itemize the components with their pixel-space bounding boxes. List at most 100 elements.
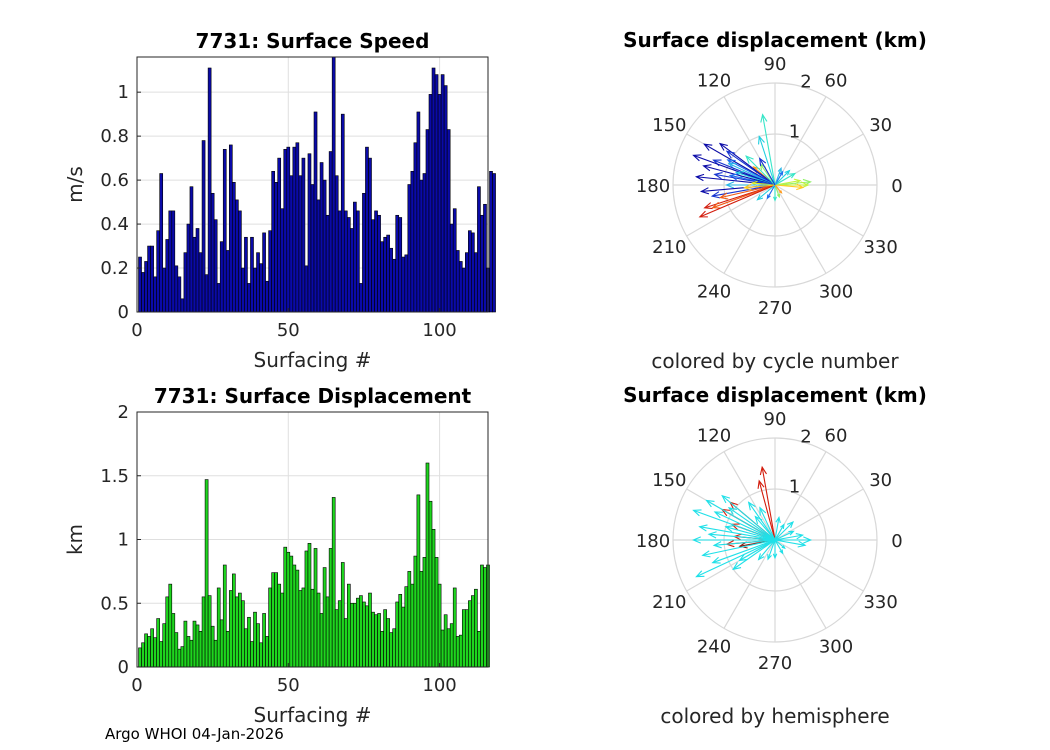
displacement-bar xyxy=(147,636,151,668)
polar-hemisphere-vector-head xyxy=(772,553,778,560)
speed-bar xyxy=(256,252,260,313)
polar-hemisphere-vector-head xyxy=(754,515,763,525)
displacement-bar xyxy=(440,629,445,668)
polar-cycle-vector-head xyxy=(756,194,764,201)
displacement-bar xyxy=(216,587,221,668)
displacement-bar xyxy=(380,630,384,668)
displacement-bar xyxy=(377,613,381,668)
polar-cycle-vector xyxy=(766,184,776,199)
displacement-bar xyxy=(192,620,197,668)
speed-bar xyxy=(328,151,333,313)
speed-bar xyxy=(235,199,239,313)
displacement-bar xyxy=(389,632,393,668)
displacement-bar xyxy=(365,605,369,668)
polar-cycle-theta-label: 30 xyxy=(869,115,892,136)
speed-bar xyxy=(310,184,315,313)
speed-bar xyxy=(241,267,245,313)
polar-cycle-vector-head xyxy=(758,135,765,145)
displacement-bar xyxy=(392,628,397,668)
speed-bar xyxy=(204,274,209,313)
polar-hemisphere-vector xyxy=(699,526,776,541)
polar-cycle-theta-label: 270 xyxy=(758,298,792,319)
displacement-bar xyxy=(446,628,451,668)
speed-bar xyxy=(419,179,424,313)
speed-bar xyxy=(316,199,321,313)
displacement-bar xyxy=(198,630,203,668)
displacement-bar xyxy=(241,600,245,668)
displacement-bar xyxy=(313,548,318,668)
displacement-bar xyxy=(277,583,282,668)
polar-hemisphere-vector xyxy=(696,539,776,578)
speed-bar xyxy=(398,217,403,313)
displacement-ylabel: km xyxy=(63,524,87,555)
displacement-bar xyxy=(168,583,173,668)
polar-hemisphere-vector xyxy=(739,539,776,561)
speed-bar xyxy=(492,173,496,313)
polar-hemisphere-vector-head xyxy=(721,494,731,504)
polar-hemisphere-title: Surface displacement (km) xyxy=(623,383,927,407)
displacement-bar xyxy=(410,583,415,668)
speed-ytick-label: 1 xyxy=(118,82,129,103)
displacement-bar xyxy=(328,548,333,668)
speed-bar xyxy=(353,201,357,313)
polar-hemisphere-vector-head xyxy=(698,524,708,532)
polar-hemisphere-vector-head xyxy=(767,554,772,561)
speed-bar xyxy=(219,241,224,313)
displacement-bar xyxy=(271,572,275,668)
speed-bar xyxy=(480,214,484,313)
speed-bar xyxy=(489,171,493,313)
polar-cycle-vector-head xyxy=(692,154,702,162)
speed-bar xyxy=(395,214,400,313)
speed-bar xyxy=(474,252,478,313)
polar-cycle-vector xyxy=(774,173,796,186)
polar-hemisphere-theta-label: 90 xyxy=(764,409,787,430)
polar-hemisphere-vector xyxy=(721,495,776,541)
speed-bar xyxy=(228,144,233,313)
speed-ytick-label: 0 xyxy=(118,302,129,323)
speed-bar xyxy=(301,157,306,313)
speed-bar xyxy=(431,67,436,313)
polar-cycle-vector xyxy=(703,165,776,186)
displacement-bar xyxy=(171,613,176,668)
polar-hemisphere-theta-label: 150 xyxy=(652,470,686,491)
speed-bar xyxy=(343,210,348,313)
displacement-bar xyxy=(201,596,206,668)
speed-bar xyxy=(250,236,254,313)
displacement-bar xyxy=(356,597,360,668)
speed-ytick-label: 0.2 xyxy=(100,258,129,279)
speed-bar xyxy=(392,258,397,313)
displacement-bar xyxy=(331,497,336,668)
speed-bar xyxy=(340,113,345,313)
polar-hemisphere-vector-head xyxy=(795,533,805,540)
displacement-bar xyxy=(244,628,248,668)
speed-bar xyxy=(210,192,215,313)
polar-hemisphere-vector xyxy=(706,499,776,541)
polar-hemisphere-vector xyxy=(712,539,776,564)
polar-hemisphere-vector-head xyxy=(779,549,784,555)
speed-bar xyxy=(153,276,157,313)
polar-cycle-theta-spoke xyxy=(686,184,776,237)
polar-cycle-vector-head xyxy=(766,194,771,200)
polar-cycle-vector-head xyxy=(784,169,791,176)
polar-cycle-vector-head xyxy=(698,210,708,218)
polar-cycle-vector-head xyxy=(703,143,713,151)
displacement-bar xyxy=(407,571,412,668)
polar-hemisphere-vector-head xyxy=(712,541,722,549)
displacement-bar xyxy=(283,546,288,668)
speed-bar xyxy=(307,153,312,313)
speed-bar xyxy=(434,74,439,313)
speed-bar xyxy=(259,263,263,313)
displacement-bar xyxy=(425,462,430,668)
displacement-bar xyxy=(477,630,481,668)
polar-cycle-theta-label: 330 xyxy=(863,237,897,258)
polar-hemisphere-vector-head xyxy=(707,531,717,539)
polar-cycle-vector-head xyxy=(777,166,782,173)
speed-bar xyxy=(280,208,285,313)
polar-cycle-vector-head xyxy=(702,164,712,172)
polar-hemisphere-theta-spoke xyxy=(774,539,864,592)
speed-bar xyxy=(346,217,351,313)
polar-hemisphere-theta-label: 300 xyxy=(819,637,853,658)
polar-hemisphere-theta-spoke xyxy=(723,539,776,629)
displacement-ytick-label: 0.5 xyxy=(100,593,129,614)
polar-cycle-vector-head xyxy=(711,201,721,209)
